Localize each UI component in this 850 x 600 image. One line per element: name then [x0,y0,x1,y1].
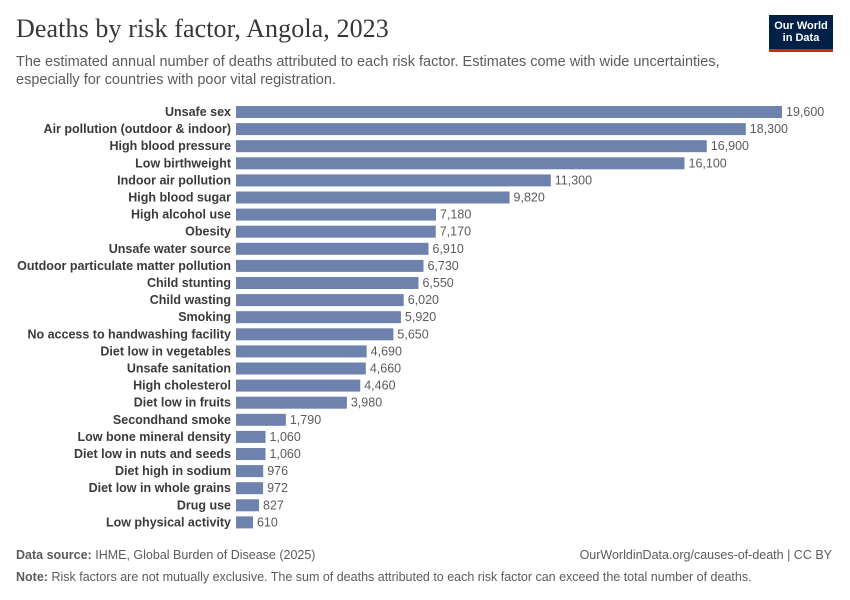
chart-subtitle: The estimated annual number of deaths at… [16,54,720,88]
value-label-smoking: 5,920 [405,310,436,324]
bar-unsafe-water-source[interactable] [236,242,429,255]
bar-obesity[interactable] [236,225,436,238]
note-text: Risk factors are not mutually exclusive.… [51,570,752,584]
bar-low-birthweight[interactable] [236,157,685,170]
category-label-low-physical-activity: Low physical activity [106,515,231,529]
value-label-child-wasting: 6,020 [408,293,439,307]
category-label-unsafe-water-source: Unsafe water source [109,242,231,256]
bar-secondhand-smoke[interactable] [236,413,286,426]
value-label-diet-high-in-sodium: 976 [267,464,288,478]
value-label-high-blood-sugar: 9,820 [514,191,545,205]
value-label-diet-low-in-whole-grains: 972 [267,481,288,495]
value-label-diet-low-in-vegetables: 4,690 [371,344,402,358]
value-label-indoor-air-pollution: 11,300 [555,173,592,187]
bar-smoking[interactable] [236,311,401,324]
category-label-child-wasting: Child wasting [150,293,231,307]
bar-low-physical-activity[interactable] [236,516,253,529]
value-label-secondhand-smoke: 1,790 [290,413,321,427]
category-label-high-cholesterol: High cholesterol [133,379,231,393]
value-label-drug-use: 827 [263,498,284,512]
bar-diet-low-in-vegetables[interactable] [236,345,367,358]
value-label-high-blood-pressure: 16,900 [711,139,749,153]
bar-high-alcohol-use[interactable] [236,208,437,221]
chart-title: Deaths by risk factor, Angola, 2023 [16,14,389,43]
value-label-low-birthweight: 16,100 [689,156,727,170]
category-label-obesity: Obesity [185,225,231,239]
value-label-no-access-to-handwashing-facility: 5,650 [397,327,428,341]
logo-line-1: Our World [774,20,828,32]
value-label-unsafe-sanitation: 4,660 [370,362,401,376]
bar-diet-low-in-whole-grains[interactable] [236,482,264,495]
bar-diet-high-in-sodium[interactable] [236,465,264,478]
value-label-outdoor-particulate-matter-pollution: 6,730 [427,259,458,273]
category-label-high-blood-pressure: High blood pressure [109,139,231,153]
value-label-air-pollution-outdoor-indoor: 18,300 [750,122,788,136]
category-label-low-bone-mineral-density: Low bone mineral density [78,430,232,444]
bar-high-cholesterol[interactable] [236,379,361,392]
data-source: Data source: IHME, Global Burden of Dise… [16,548,315,562]
value-label-child-stunting: 6,550 [422,276,453,290]
data-source-text[interactable]: IHME, Global Burden of Disease (2025) [95,548,316,562]
logo-line-2: in Data [782,32,820,44]
category-label-diet-high-in-sodium: Diet high in sodium [115,464,231,478]
owid-logo[interactable]: Our World in Data [769,15,833,52]
bar-outdoor-particulate-matter-pollution[interactable] [236,259,424,272]
bar-diet-low-in-fruits[interactable] [236,396,347,409]
value-label-unsafe-water-source: 6,910 [432,242,463,256]
note-label: Note: [16,570,48,584]
bar-high-blood-pressure[interactable] [236,140,707,153]
category-label-air-pollution-outdoor-indoor: Air pollution (outdoor & indoor) [44,122,231,136]
category-label-drug-use: Drug use [177,498,231,512]
category-label-diet-low-in-whole-grains: Diet low in whole grains [89,481,231,495]
source-url[interactable]: OurWorldinData.org/causes-of-death | CC … [579,548,832,562]
bar-no-access-to-handwashing-facility[interactable] [236,328,394,341]
category-label-outdoor-particulate-matter-pollution: Outdoor particulate matter pollution [17,259,231,273]
bar-unsafe-sex[interactable] [236,106,782,118]
value-label-obesity: 7,170 [440,225,471,239]
category-label-high-alcohol-use: High alcohol use [131,208,231,222]
value-label-unsafe-sex: 19,600 [786,105,824,119]
value-label-diet-low-in-nuts-and-seeds: 1,060 [270,447,301,461]
bar-drug-use[interactable] [236,499,260,512]
bar-air-pollution-outdoor-indoor[interactable] [236,123,746,136]
data-source-label: Data source: [16,548,92,562]
category-label-smoking: Smoking [178,310,231,324]
value-label-high-alcohol-use: 7,180 [440,208,471,222]
bar-high-blood-sugar[interactable] [236,191,510,204]
value-label-low-bone-mineral-density: 1,060 [270,430,301,444]
value-label-low-physical-activity: 610 [257,515,278,529]
category-label-diet-low-in-nuts-and-seeds: Diet low in nuts and seeds [74,447,231,461]
bar-unsafe-sanitation[interactable] [236,362,366,375]
category-label-indoor-air-pollution: Indoor air pollution [117,173,231,187]
bar-low-bone-mineral-density[interactable] [236,430,266,443]
category-label-unsafe-sanitation: Unsafe sanitation [127,362,231,376]
chart-note: Note: Risk factors are not mutually excl… [16,570,752,584]
bar-chart: Unsafe sex 19,600 Air pollution (outdoor &… [17,105,824,529]
bar-child-stunting[interactable] [236,277,419,289]
bar-child-wasting[interactable] [236,294,404,307]
category-label-diet-low-in-vegetables: Diet low in vegetables [100,344,231,358]
category-label-high-blood-sugar: High blood sugar [128,191,231,205]
bar-indoor-air-pollution[interactable] [236,174,551,187]
category-label-secondhand-smoke: Secondhand smoke [113,413,231,427]
bar-diet-low-in-nuts-and-seeds[interactable] [236,448,266,460]
value-label-high-cholesterol: 4,460 [364,379,395,393]
category-label-unsafe-sex: Unsafe sex [165,105,231,119]
category-label-no-access-to-handwashing-facility: No access to handwashing facility [27,327,231,341]
category-label-child-stunting: Child stunting [147,276,231,290]
value-label-diet-low-in-fruits: 3,980 [351,396,382,410]
category-label-diet-low-in-fruits: Diet low in fruits [134,396,231,410]
category-label-low-birthweight: Low birthweight [135,156,232,170]
